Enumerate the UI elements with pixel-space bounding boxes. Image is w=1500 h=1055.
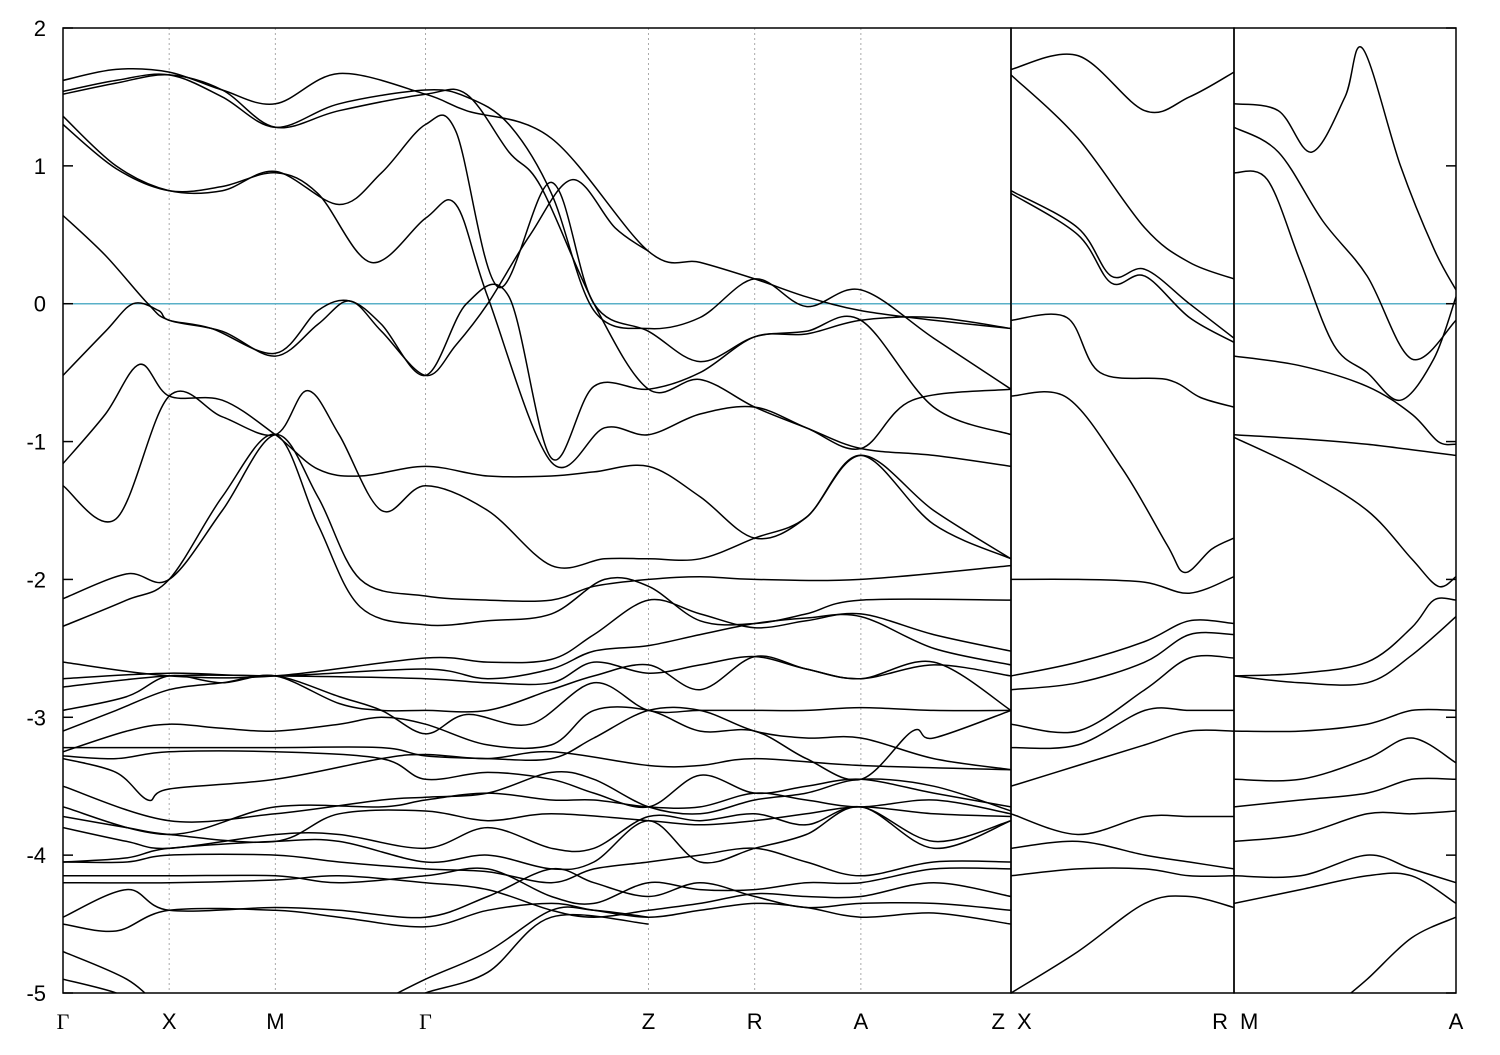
band-line bbox=[1234, 810, 1456, 843]
band-line bbox=[423, 913, 649, 993]
band-line bbox=[63, 123, 1011, 469]
band-line bbox=[63, 770, 1011, 823]
kpoint-label: A bbox=[1449, 1009, 1464, 1034]
ytick-label: -3 bbox=[26, 705, 46, 730]
band-line bbox=[1011, 867, 1234, 878]
band-line bbox=[1234, 355, 1456, 446]
band-line bbox=[63, 806, 1011, 871]
band-line bbox=[1011, 895, 1234, 993]
band-line bbox=[1011, 631, 1234, 691]
panel-2 bbox=[1010, 27, 1235, 994]
band-line bbox=[1011, 729, 1234, 787]
ytick-label: 1 bbox=[34, 154, 46, 179]
kpoint-label: Γ bbox=[57, 1009, 70, 1034]
kpoint-label: Γ bbox=[419, 1009, 432, 1034]
band-line bbox=[63, 805, 1011, 853]
band-line bbox=[63, 902, 1011, 933]
band-line bbox=[63, 363, 1011, 560]
band-line bbox=[1011, 707, 1234, 750]
band-line bbox=[63, 750, 1011, 809]
band-line bbox=[1234, 46, 1456, 291]
band-line bbox=[1349, 916, 1456, 993]
band-line bbox=[1234, 708, 1456, 733]
band-line bbox=[63, 389, 1011, 569]
panel-frame bbox=[1010, 27, 1235, 994]
band-line bbox=[63, 433, 1011, 627]
band-line bbox=[63, 950, 146, 993]
band-line bbox=[1234, 872, 1456, 905]
band-line bbox=[63, 283, 1011, 461]
band-line bbox=[1011, 654, 1234, 734]
band-line bbox=[63, 674, 1011, 735]
band-line bbox=[1011, 390, 1234, 574]
band-line bbox=[63, 67, 1011, 330]
band-line bbox=[63, 750, 1011, 802]
band-line bbox=[1234, 436, 1456, 588]
kpoint-label: A bbox=[854, 1009, 869, 1034]
panel-frame bbox=[62, 27, 1012, 994]
band-line bbox=[63, 867, 1011, 919]
band-line bbox=[1011, 313, 1234, 408]
kpoint-label: R bbox=[747, 1009, 763, 1034]
band-line bbox=[1011, 190, 1234, 339]
band-line bbox=[1234, 433, 1456, 457]
ytick-label: 0 bbox=[34, 292, 46, 317]
band-line bbox=[1011, 575, 1234, 594]
band-line bbox=[63, 74, 1011, 450]
band-line bbox=[63, 847, 1011, 884]
panel-3 bbox=[1233, 27, 1457, 994]
kpoint-label: Z bbox=[642, 1009, 655, 1034]
ytick-label: 2 bbox=[34, 16, 46, 41]
band-line bbox=[63, 792, 1011, 836]
kpoint-label: R bbox=[1212, 1009, 1228, 1034]
band-line bbox=[63, 114, 1011, 436]
band-line bbox=[63, 867, 1011, 905]
band-line bbox=[1234, 737, 1456, 782]
band-line bbox=[63, 706, 1011, 771]
band-line bbox=[1011, 619, 1234, 677]
panel-bands bbox=[1011, 53, 1234, 993]
kpoint-label: M bbox=[266, 1009, 284, 1034]
band-line bbox=[63, 433, 1011, 603]
ytick-label: -1 bbox=[26, 430, 46, 455]
kpoint-label: X bbox=[1017, 1009, 1032, 1034]
band-line bbox=[1234, 854, 1456, 884]
kpoint-label: Z bbox=[992, 1009, 1005, 1034]
panel-bands bbox=[63, 67, 1011, 993]
band-line bbox=[63, 598, 1011, 679]
band-line bbox=[1011, 192, 1234, 343]
panel-bands bbox=[1234, 46, 1456, 993]
kpoint-label: X bbox=[162, 1009, 177, 1034]
ytick-label: -5 bbox=[26, 981, 46, 1006]
band-line bbox=[63, 875, 1011, 918]
panel-1 bbox=[62, 27, 1012, 994]
band-line bbox=[1011, 53, 1234, 114]
panel-frame bbox=[1233, 27, 1457, 994]
kpoint-label: M bbox=[1240, 1009, 1258, 1034]
band-line bbox=[1234, 597, 1456, 677]
band-line bbox=[1234, 126, 1456, 361]
band-line bbox=[1011, 813, 1234, 836]
ytick-label: -2 bbox=[26, 567, 46, 592]
band-line bbox=[1234, 777, 1456, 808]
band-line bbox=[63, 706, 1011, 781]
band-line bbox=[1234, 616, 1456, 686]
band-line bbox=[63, 978, 119, 993]
band-line bbox=[1011, 74, 1234, 280]
band-line bbox=[1011, 840, 1234, 870]
band-line bbox=[63, 178, 649, 377]
band-line bbox=[1234, 170, 1456, 401]
band-line bbox=[396, 906, 649, 993]
ytick-label: -4 bbox=[26, 843, 46, 868]
band-line bbox=[63, 806, 1011, 843]
band-line bbox=[63, 73, 1011, 390]
band-line bbox=[63, 613, 1011, 680]
